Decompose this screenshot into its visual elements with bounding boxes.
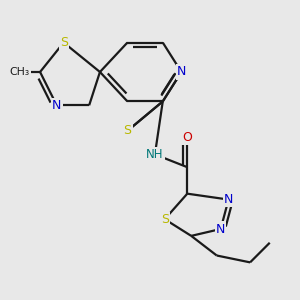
Text: O: O (182, 131, 192, 144)
Text: N: N (224, 193, 233, 206)
Text: CH₃: CH₃ (9, 67, 29, 77)
Text: S: S (60, 36, 68, 49)
Text: S: S (123, 124, 131, 137)
Text: N: N (216, 223, 225, 236)
Text: NH: NH (146, 148, 164, 161)
Text: N: N (177, 65, 186, 79)
Text: N: N (52, 99, 62, 112)
Text: S: S (161, 213, 169, 226)
